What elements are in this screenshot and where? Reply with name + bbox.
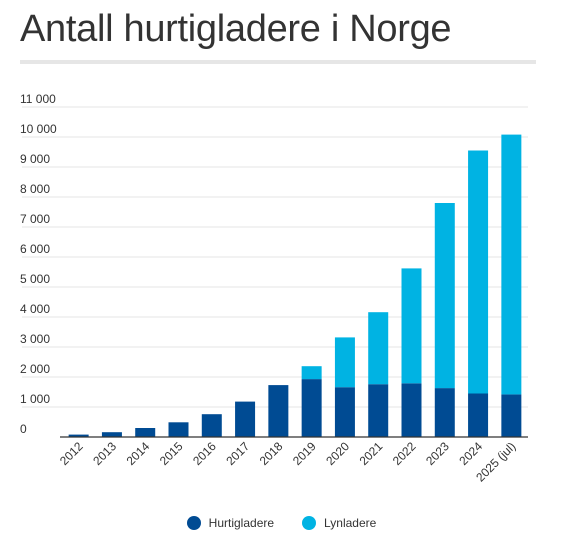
bar-hurtigladere: [368, 384, 389, 437]
x-tick-label: 2020: [323, 439, 352, 468]
x-tick-label: 2016: [190, 439, 219, 468]
bar-hurtigladere: [468, 393, 489, 437]
legend: Hurtigladere Lynladere: [0, 516, 563, 530]
bar-lynladere: [468, 150, 489, 394]
y-tick-label: 2 000: [20, 362, 50, 376]
x-tick-label: 2017: [223, 439, 252, 468]
bar-chart: 0 1 000 2 000 3 000 4 000 5 000 6 000 7 000 8 00…: [20, 92, 528, 484]
y-tick-label: 11 000: [20, 92, 56, 106]
x-tick-label: 2021: [357, 439, 386, 468]
bar-lynladere: [434, 203, 455, 389]
bar-hurtigladere: [401, 383, 422, 437]
y-tick-label: 3 000: [20, 332, 50, 346]
x-tick-label: 2013: [90, 439, 119, 468]
x-tick-label: 2014: [124, 439, 153, 468]
y-tick-label: 10 000: [20, 122, 57, 136]
x-tick-label: 2012: [57, 439, 86, 468]
legend-label-hurtigladere: Hurtigladere: [208, 516, 275, 530]
bar-lynladere: [334, 337, 355, 388]
x-tick-label: 2023: [423, 439, 452, 468]
y-tick-label: 0: [20, 422, 27, 436]
bar-hurtigladere: [135, 428, 156, 437]
y-tick-label: 9 000: [20, 152, 50, 166]
legend-item-hurtigladere[interactable]: Hurtigladere: [186, 516, 275, 530]
title-divider: [20, 60, 536, 64]
y-tick-label: 5 000: [20, 272, 50, 286]
bar-hurtigladere: [168, 422, 189, 437]
legend-swatch-lynladere: [302, 516, 317, 530]
bar-hurtigladere: [434, 388, 455, 437]
bar-hurtigladere: [235, 401, 256, 437]
bar-hurtigladere: [301, 379, 322, 437]
legend-label-lynladere: Lynladere: [324, 516, 377, 530]
y-tick-label: 4 000: [20, 302, 50, 316]
x-tick-label: 2018: [257, 439, 286, 468]
y-tick-label: 8 000: [20, 182, 50, 196]
bar-hurtigladere: [68, 434, 89, 437]
x-tick-label: 2024: [456, 439, 485, 468]
y-tick-label: 1 000: [20, 392, 50, 406]
chart-title: Antall hurtigladere i Norge: [20, 8, 452, 50]
bar-hurtigladere: [101, 432, 122, 437]
bar-lynladere: [401, 268, 422, 384]
bar-hurtigladere: [268, 385, 289, 437]
y-tick-label: 7 000: [20, 212, 50, 226]
legend-item-lynladere[interactable]: Lynladere: [302, 516, 376, 530]
x-tick-label: 2022: [390, 439, 419, 468]
x-tick-label: 2019: [290, 439, 319, 468]
bar-lynladere: [301, 366, 322, 380]
y-tick-label: 6 000: [20, 242, 50, 256]
bar-hurtigladere: [334, 387, 355, 437]
x-tick-label: 2015: [157, 439, 186, 468]
bar-hurtigladere: [501, 394, 522, 437]
bar-lynladere: [501, 134, 522, 395]
bar-lynladere: [368, 312, 389, 385]
bar-hurtigladere: [201, 414, 222, 437]
legend-swatch-hurtigladere: [186, 516, 201, 530]
